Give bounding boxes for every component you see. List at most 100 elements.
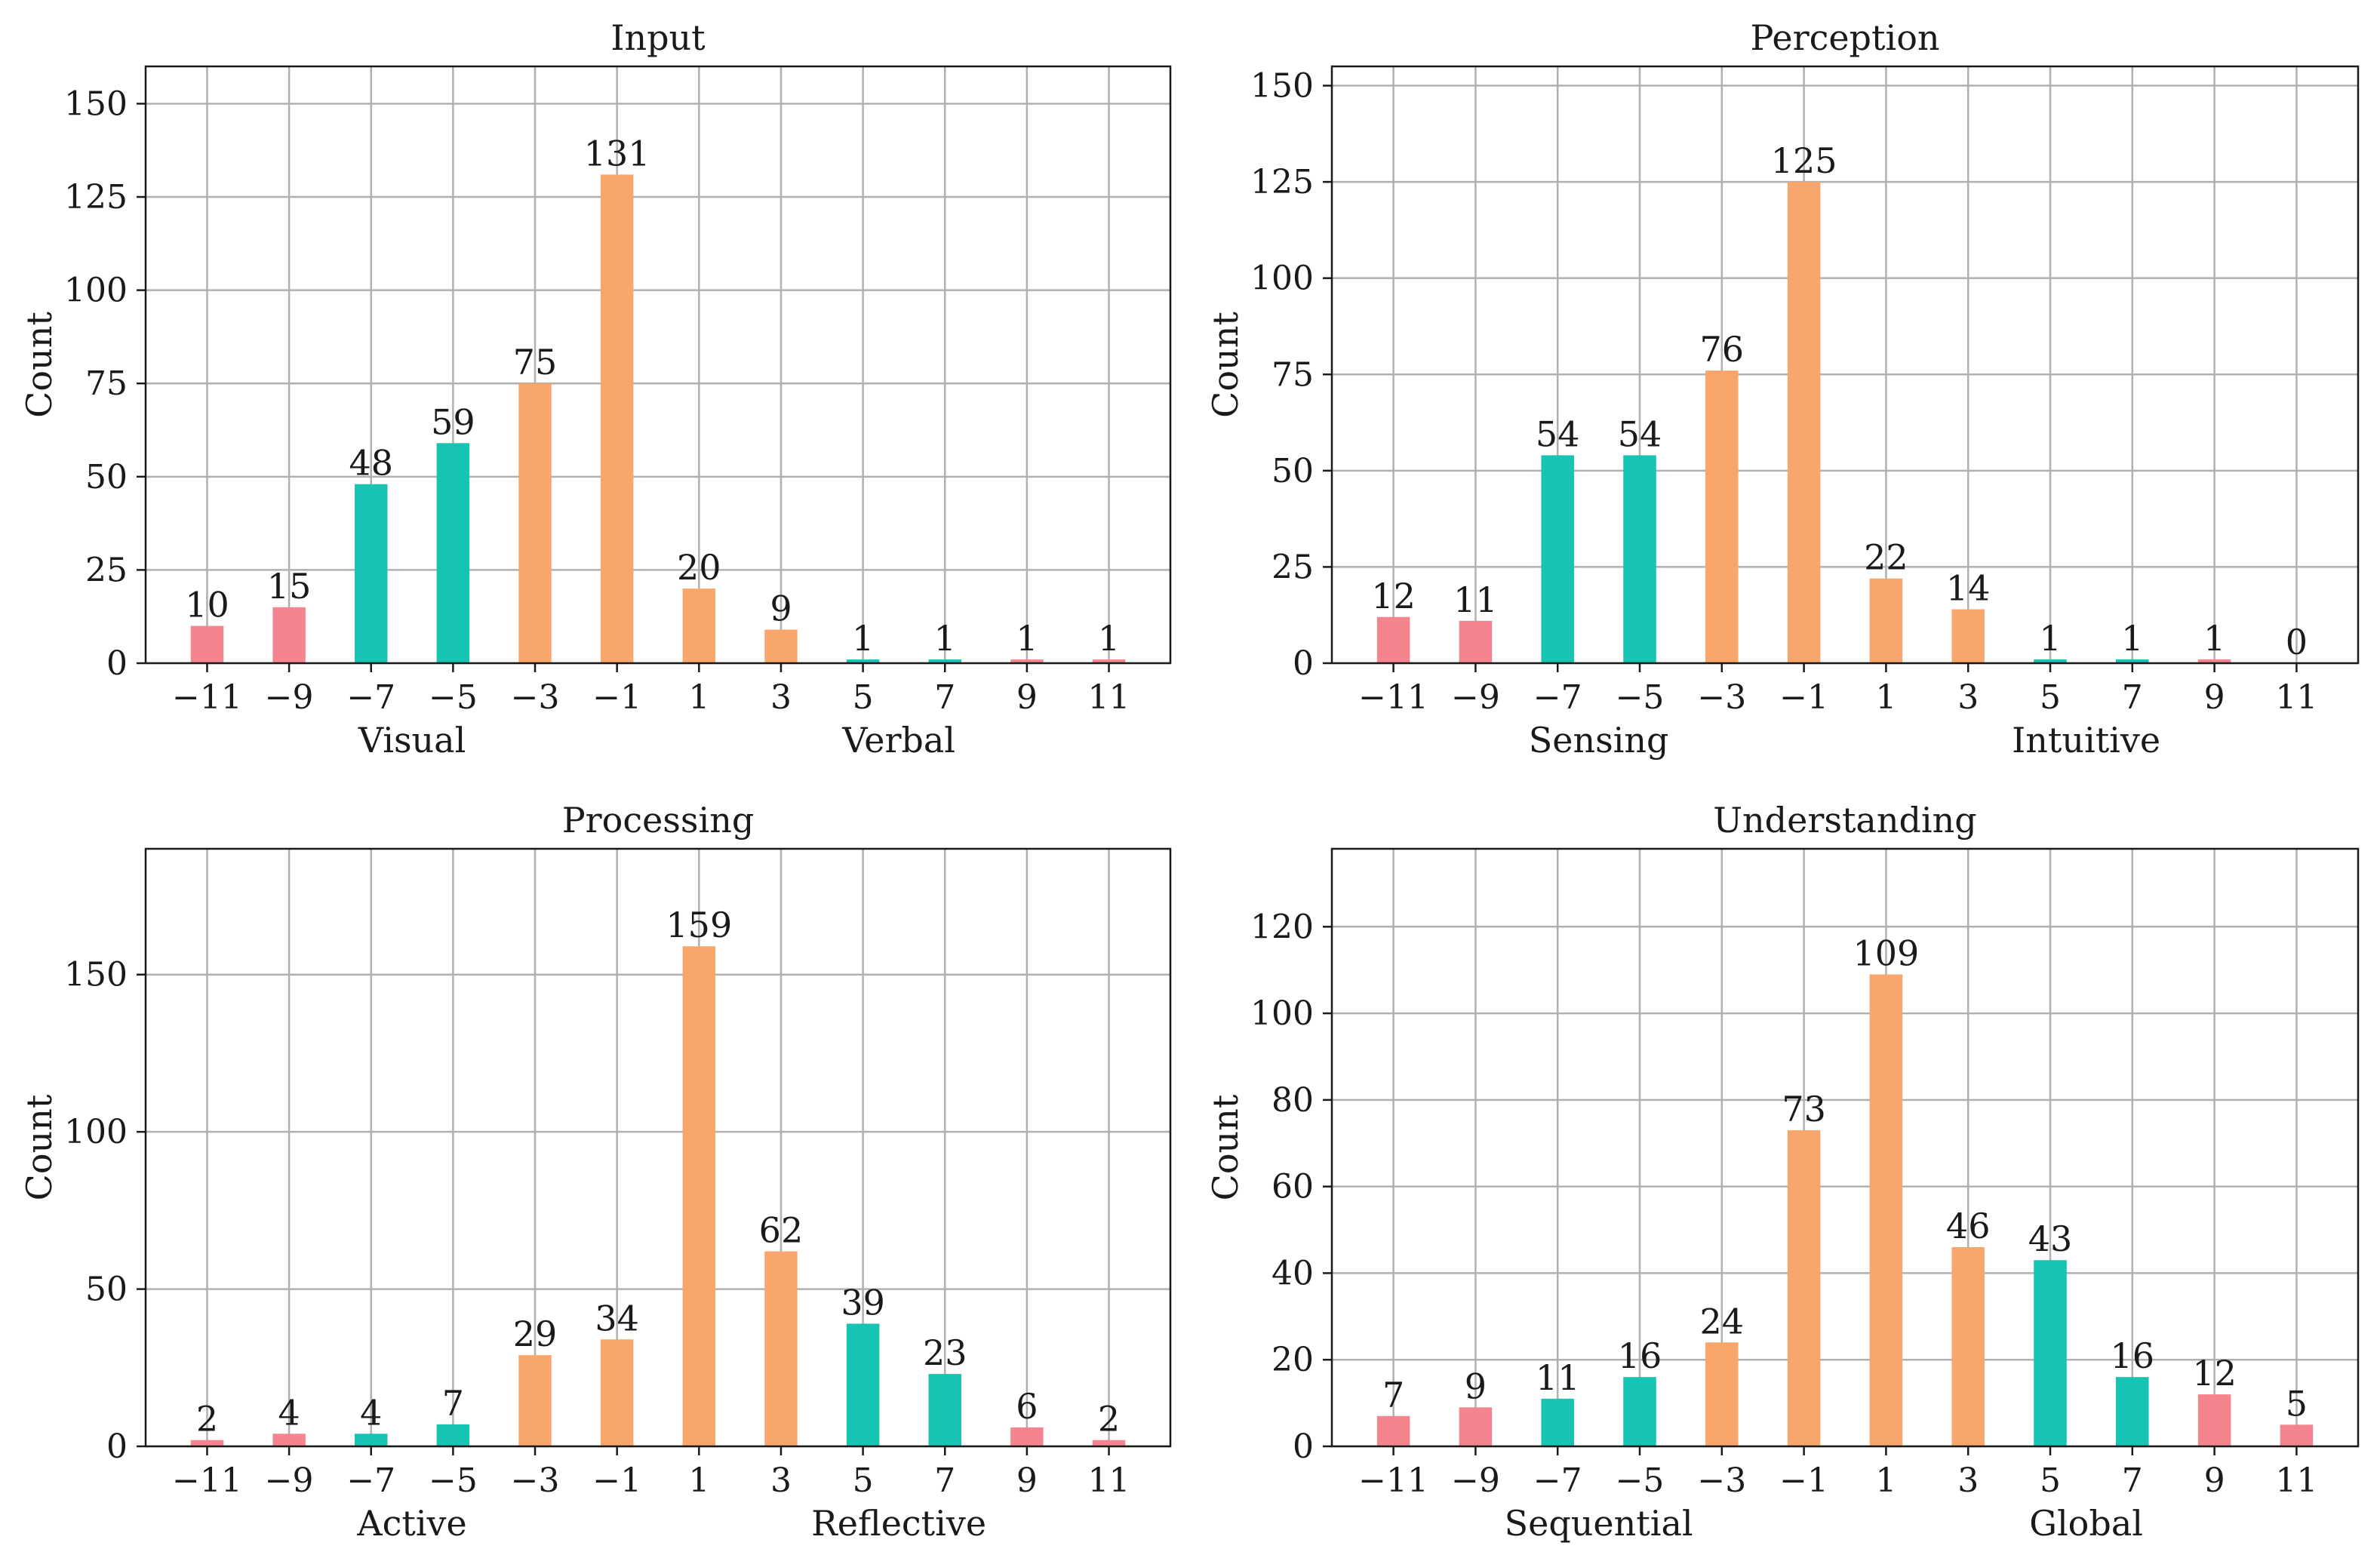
x-tick-label: −7 [346, 1461, 395, 1500]
bar-value-label: 11 [1453, 579, 1498, 620]
x-tick-label: 3 [770, 678, 792, 717]
bar-value-label: 7 [442, 1383, 464, 1424]
bar [1376, 616, 1410, 663]
bar [1010, 1427, 1044, 1446]
y-tick-label: 50 [85, 458, 128, 496]
bar [518, 383, 552, 663]
bar-value-label: 131 [584, 133, 650, 174]
y-tick-label: 25 [85, 551, 128, 589]
bar [2034, 659, 2067, 663]
y-tick-label: 40 [1271, 1254, 1314, 1292]
y-tick-label: 0 [1293, 1427, 1314, 1466]
bar [1541, 1398, 1574, 1446]
bar [764, 629, 798, 663]
bar-value-labels: 7 9 11 16 24 73 109 46 43 16 12 5 [1382, 933, 2308, 1424]
x-tick-label: −1 [1779, 1461, 1828, 1500]
bar-value-label: 59 [431, 401, 475, 442]
x-tick-label: 9 [1016, 1461, 1038, 1500]
x-ticks: −11 −9 −7 −5 −3 −1 1 3 5 7 9 11 [1358, 1446, 2317, 1500]
y-axis-label: Count [1205, 312, 1246, 418]
x-tick-label: −11 [1358, 678, 1428, 717]
bar-value-label: 24 [1700, 1301, 1745, 1341]
bar [355, 484, 388, 663]
y-tick-label: 150 [1250, 67, 1314, 106]
x-axis-label-left: Sequential [1505, 1503, 1693, 1544]
bar [190, 1440, 224, 1446]
x-axis-label-left: Visual [358, 720, 466, 761]
chart-title: Perception [1750, 17, 1939, 58]
bar-value-label: 109 [1853, 933, 1919, 973]
y-axis-label: Count [19, 312, 60, 418]
bar-value-label: 75 [513, 342, 558, 383]
bar [190, 625, 224, 663]
bar [928, 1374, 961, 1446]
x-tick-label: 11 [1088, 1461, 1130, 1500]
bar-value-label: 4 [360, 1392, 382, 1433]
x-tick-label: 5 [853, 1461, 874, 1500]
y-tick-label: 100 [64, 272, 128, 310]
x-axis-label-right: Reflective [811, 1503, 986, 1544]
x-tick-label: 9 [1016, 678, 1038, 717]
x-tick-label: 7 [2122, 678, 2143, 717]
bar-value-label: 34 [595, 1298, 639, 1338]
x-tick-label: −1 [592, 678, 641, 717]
bar [436, 1424, 470, 1446]
bar-series [1376, 974, 2314, 1446]
bar-value-label: 54 [1536, 413, 1580, 454]
x-axis-label-right: Global [2029, 1503, 2143, 1544]
bar-value-label: 43 [2028, 1218, 2073, 1259]
bar-value-label: 15 [267, 566, 312, 607]
bar [1787, 182, 1821, 663]
bar-value-label: 4 [278, 1392, 300, 1433]
chart-title: Processing [562, 800, 755, 840]
x-tick-label: 5 [853, 678, 874, 717]
x-tick-label: −5 [429, 678, 478, 717]
chart-title: Understanding [1713, 800, 1976, 840]
x-tick-label: −11 [172, 678, 242, 717]
bar [1869, 578, 1903, 663]
bar-value-label: 12 [2192, 1353, 2237, 1394]
bar [2280, 1424, 2314, 1446]
y-axis-label: Count [1205, 1094, 1246, 1200]
x-axis-label-left: Active [356, 1503, 466, 1544]
axes-frame [144, 847, 1172, 1448]
bar [1092, 659, 1126, 663]
bar [1951, 1247, 1985, 1446]
bar-value-label: 9 [1465, 1366, 1487, 1406]
x-tick-label: 1 [688, 678, 709, 717]
bar [436, 443, 470, 663]
bar-value-label: 1 [2039, 618, 2061, 659]
axes-frame [1330, 847, 2360, 1448]
bar-value-label: 2 [1098, 1399, 1120, 1440]
y-tick-label: 125 [64, 178, 128, 217]
bar-value-label: 16 [1618, 1335, 1662, 1376]
x-tick-label: −7 [1533, 1461, 1582, 1500]
y-tick-label: 125 [1250, 163, 1314, 201]
bar-series [1376, 182, 2231, 663]
bar [2034, 1260, 2067, 1446]
bar [1376, 1415, 1410, 1446]
bar-value-label: 12 [1371, 576, 1416, 616]
y-tick-label: 75 [85, 364, 128, 403]
y-tick-label: 25 [1271, 548, 1314, 586]
bar-value-label: 10 [185, 585, 229, 625]
bar-value-label: 159 [666, 905, 732, 945]
bar [1787, 1130, 1821, 1446]
y-ticks: 0 50 100 150 [64, 956, 146, 1466]
y-tick-label: 100 [64, 1113, 128, 1151]
y-tick-label: 100 [1250, 994, 1314, 1033]
y-tick-label: 50 [85, 1271, 128, 1309]
x-tick-label: 3 [1957, 1461, 1979, 1500]
x-tick-label: −5 [1616, 678, 1665, 717]
bar-value-label: 46 [1946, 1206, 1991, 1246]
x-tick-label: −11 [1358, 1461, 1428, 1500]
x-axis-label-right: Intuitive [2012, 720, 2160, 761]
bar-value-label: 1 [934, 618, 956, 659]
y-tick-label: 0 [106, 1427, 128, 1466]
bar [1623, 455, 1656, 663]
bar [1541, 455, 1574, 663]
